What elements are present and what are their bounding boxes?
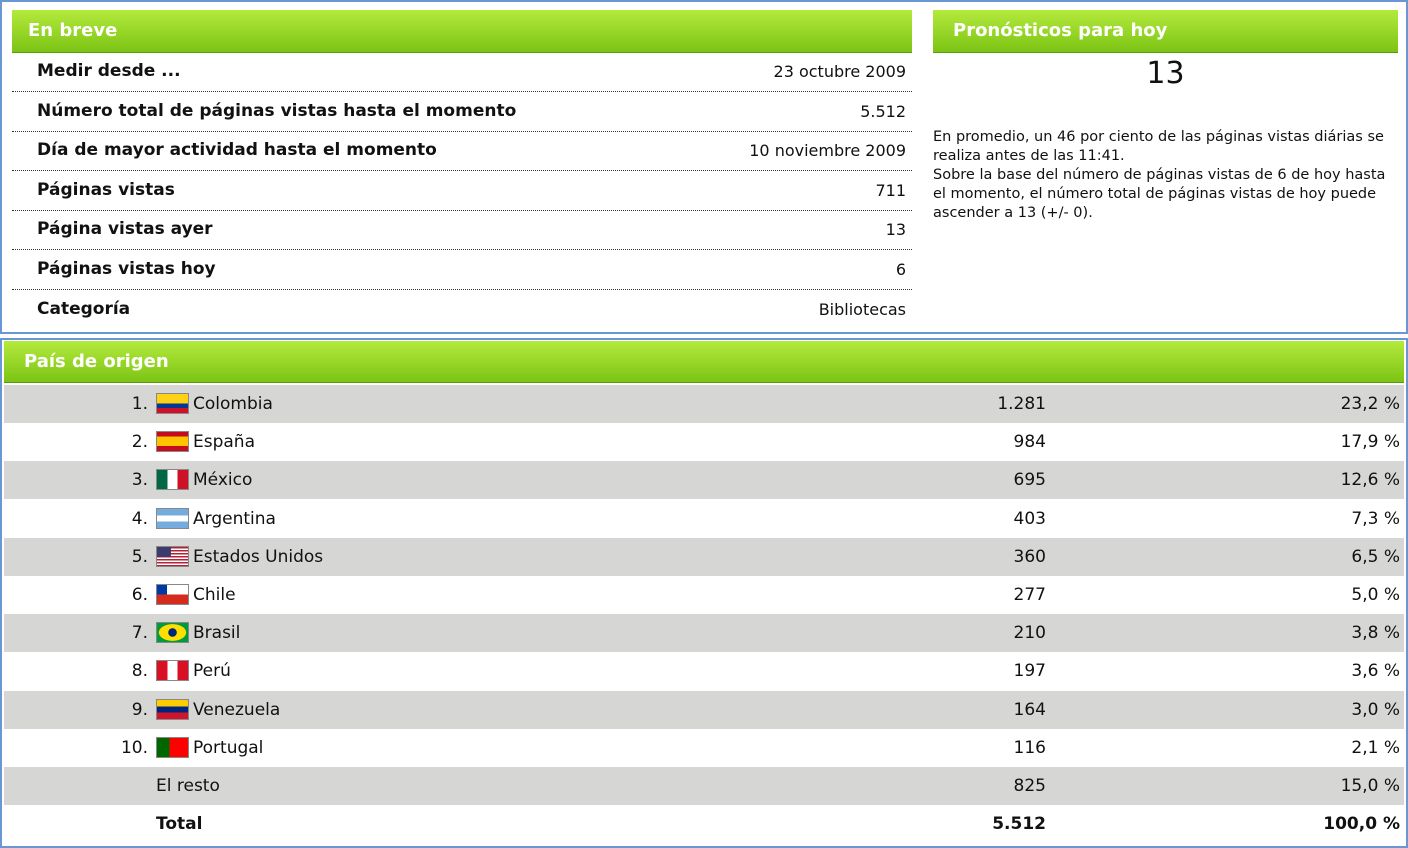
label: Total xyxy=(156,814,203,835)
rank: 1. xyxy=(131,394,148,414)
country-name: México xyxy=(193,470,253,491)
country-row: 2. España 984 17,9 % xyxy=(4,423,1404,462)
rank: 9. xyxy=(131,699,148,720)
summary-value: 23 octubre 2009 xyxy=(773,62,906,81)
summary-label: Página vistas ayer xyxy=(37,219,213,240)
forecast-paragraph: Sobre la base del número de páginas vist… xyxy=(933,167,1386,221)
flag-icon xyxy=(156,736,189,758)
summary-row: Medir desde ... 23 octubre 2009 xyxy=(12,53,912,92)
summary-value: 711 xyxy=(875,180,906,200)
country-row: 4. Argentina 403 7,3 % xyxy=(4,499,1404,538)
percentage: 2,1 % xyxy=(1351,737,1400,758)
rank: 2. xyxy=(131,432,148,453)
country-name: Colombia xyxy=(193,394,273,414)
summary-label: Páginas vistas hoy xyxy=(37,259,216,279)
country-row: 6. Chile 277 5,0 % xyxy=(4,576,1404,614)
percentage: 5,0 % xyxy=(1351,585,1400,605)
page-views: 164 xyxy=(1013,699,1046,720)
country-row-rest: El resto 825 15,0 % xyxy=(4,767,1404,805)
summary-label: Medir desde ... xyxy=(37,61,181,81)
page-views: 116 xyxy=(1013,737,1046,758)
country-header: País de origen xyxy=(4,341,1404,383)
top-panel xyxy=(0,0,1408,334)
page-views: 210 xyxy=(1013,623,1046,644)
percentage: 15,0 % xyxy=(1340,776,1400,796)
country-row: 3. México 695 12,6 % xyxy=(4,461,1404,500)
summary-row: Número total de páginas vistas hasta el … xyxy=(12,93,912,132)
summary-row: Categoría Bibliotecas xyxy=(12,291,912,330)
country-row: 7. Brasil 210 3,8 % xyxy=(4,614,1404,653)
rank: 10. xyxy=(120,737,148,758)
summary-row: Página vistas ayer 13 xyxy=(12,211,912,251)
forecast-paragraph: En promedio, un 46 por ciento de las pág… xyxy=(933,129,1384,164)
country-name: Chile xyxy=(193,585,236,605)
summary-value: 6 xyxy=(895,260,906,279)
forecast-value: 13 xyxy=(1146,56,1185,91)
country-row: 9. Venezuela 164 3,0 % xyxy=(4,690,1404,729)
summary-value: 10 noviembre 2009 xyxy=(749,141,906,161)
percentage: 3,0 % xyxy=(1351,699,1400,720)
page-views: 360 xyxy=(1013,546,1046,567)
page-views: 1.281 xyxy=(997,394,1046,414)
rank: 3. xyxy=(131,470,148,491)
summary-value: 5.512 xyxy=(860,101,906,121)
flag-icon xyxy=(156,507,189,529)
page-views: 695 xyxy=(1013,470,1046,491)
flag-icon xyxy=(156,698,189,720)
page-views: 403 xyxy=(1013,508,1046,529)
flag-icon xyxy=(156,393,189,414)
page-views: 825 xyxy=(1013,776,1046,796)
percentage: 7,3 % xyxy=(1351,508,1400,529)
country-name: Argentina xyxy=(193,508,276,529)
country-row: 8. Perú 197 3,6 % xyxy=(4,652,1404,691)
rank: 4. xyxy=(131,508,148,529)
forecast-header: Pronósticos para hoy xyxy=(933,10,1398,53)
summary-value: 13 xyxy=(885,220,906,240)
summary-header: En breve xyxy=(12,10,912,53)
flag-icon xyxy=(156,469,189,491)
flag-icon xyxy=(156,431,189,453)
page-views: 984 xyxy=(1013,432,1046,453)
rank: 8. xyxy=(131,661,148,682)
summary-label: Categoría xyxy=(37,298,131,319)
summary-label: Número total de páginas vistas hasta el … xyxy=(37,100,517,121)
summary-row: Día de mayor actividad hasta el momento 1… xyxy=(12,132,912,172)
percentage: 3,6 % xyxy=(1351,661,1400,682)
rank: 5. xyxy=(131,546,148,567)
percentage: 17,9 % xyxy=(1340,432,1400,453)
country-row-total: Total 5.512 100,0 % xyxy=(4,805,1404,844)
percentage: 6,5 % xyxy=(1351,546,1400,567)
country-row: 10. Portugal 116 2,1 % xyxy=(4,728,1404,767)
country-name: Estados Unidos xyxy=(193,546,324,567)
percentage: 12,6 % xyxy=(1340,470,1400,491)
rank: 6. xyxy=(131,585,148,605)
country-name: Venezuela xyxy=(193,699,281,720)
flag-icon xyxy=(156,660,189,682)
summary-row: Páginas vistas hoy 6 xyxy=(12,251,912,290)
summary-label: Páginas vistas xyxy=(37,179,175,200)
summary-label: Día de mayor actividad hasta el momento xyxy=(37,140,437,161)
flag-icon xyxy=(156,584,189,605)
country-name: Brasil xyxy=(193,623,241,644)
page-views: 5.512 xyxy=(992,814,1046,835)
country-row: 5. Estados Unidos 360 6,5 % xyxy=(4,537,1404,576)
flag-icon xyxy=(156,622,189,644)
label: El resto xyxy=(156,776,220,796)
percentage: 23,2 % xyxy=(1340,394,1400,414)
summary-row: Páginas vistas 711 xyxy=(12,172,912,211)
country-row: 1. Colombia 1.281 23,2 % xyxy=(4,385,1404,423)
rank: 7. xyxy=(131,623,148,644)
forecast-text: En promedio, un 46 por ciento de las pág… xyxy=(933,128,1395,223)
country-name: España xyxy=(193,432,255,453)
percentage: 3,8 % xyxy=(1351,623,1400,644)
summary-value: Bibliotecas xyxy=(818,299,906,319)
country-name: Perú xyxy=(193,661,231,682)
page-views: 277 xyxy=(1013,585,1046,605)
flag-icon xyxy=(156,545,189,567)
country-name: Portugal xyxy=(193,737,264,758)
page-views: 197 xyxy=(1013,661,1046,682)
percentage: 100,0 % xyxy=(1323,814,1400,835)
